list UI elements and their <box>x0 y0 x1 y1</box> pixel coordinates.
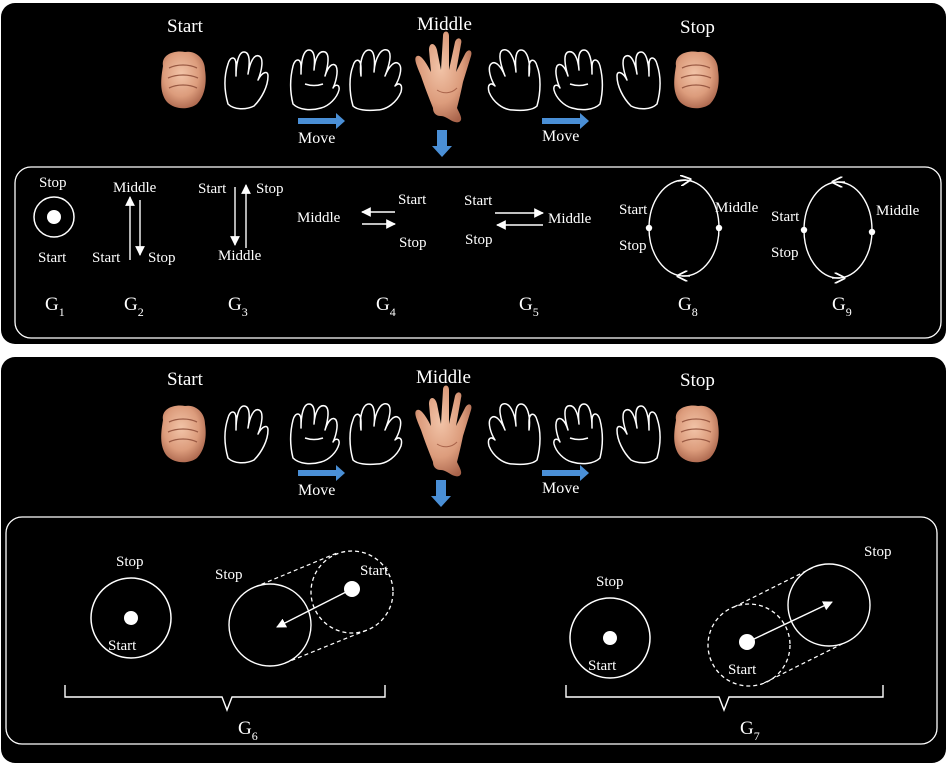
svg-text:G9: G9 <box>832 294 852 319</box>
g5-start-label: Start <box>464 193 493 209</box>
g9-sub: 9 <box>846 305 852 319</box>
g4-middle-label: Middle <box>297 210 341 226</box>
svg-text:G4: G4 <box>376 294 396 319</box>
g2-start-label: Start <box>92 250 121 266</box>
gesture-g8: Start Stop Middle G8 <box>619 180 759 319</box>
svg-text:G3: G3 <box>228 294 248 319</box>
gesture-g2: Middle Start Stop G2 <box>92 180 176 319</box>
g4-start-label: Start <box>398 192 427 208</box>
gesture-g6: Stop Start Stop Start G6 <box>64 550 394 743</box>
g3-stop-label: Stop <box>256 181 284 197</box>
svg-text:G5: G5 <box>519 294 539 319</box>
g6-circle-start-label: Start <box>108 638 137 654</box>
top-panel <box>1 3 946 344</box>
g2-sub: 2 <box>138 305 144 319</box>
g9-label: G <box>832 294 846 315</box>
g4-stop-label: Stop <box>399 235 427 251</box>
move-label: Move <box>298 482 335 499</box>
g7-cyl-stop-label: Stop <box>864 544 892 560</box>
move-arrow-icon <box>298 113 345 129</box>
g9-middle-label: Middle <box>876 203 920 219</box>
g3-middle-label: Middle <box>218 248 262 264</box>
move-arrow-icon <box>298 465 345 481</box>
g8-middle-label: Middle <box>715 200 759 216</box>
fist-start-icon <box>160 50 207 109</box>
bottom-hand-sequence: Start Middle Stop Move Move <box>160 367 720 507</box>
svg-text:G6: G6 <box>238 718 258 743</box>
g3-sub: 3 <box>242 305 248 319</box>
g2-stop-label: Stop <box>148 250 176 266</box>
g6-circle-stop-label: Stop <box>116 554 144 570</box>
seq-start-label: Start <box>167 369 204 390</box>
svg-text:G2: G2 <box>124 294 144 319</box>
g7-circle-stop-label: Stop <box>596 574 624 590</box>
g7-cyl-start-label: Start <box>728 662 757 678</box>
svg-text:G1: G1 <box>45 294 65 319</box>
seq-stop-label: Stop <box>680 17 715 38</box>
g7-sub: 7 <box>754 729 760 743</box>
move-label: Move <box>542 480 579 497</box>
g5-label: G <box>519 294 533 315</box>
move-label: Move <box>298 130 335 147</box>
move-arrow-icon <box>542 113 589 129</box>
g6-sub: 6 <box>252 729 258 743</box>
seq-middle-label: Middle <box>417 14 472 35</box>
top-gesture-box <box>14 166 942 339</box>
gesture-g9: Start Stop Middle G9 <box>771 182 920 319</box>
bottom-gesture-box <box>5 516 938 745</box>
g2-middle-label: Middle <box>113 180 157 196</box>
g4-sub: 4 <box>390 305 396 319</box>
g6-cyl-start-label: Start <box>360 563 389 579</box>
seq-middle-label: Middle <box>416 367 471 388</box>
g1-stop-label: Stop <box>39 175 67 191</box>
g4-label: G <box>376 294 390 315</box>
svg-text:G8: G8 <box>678 294 698 319</box>
g5-sub: 5 <box>533 305 539 319</box>
g7-circle-start-label: Start <box>588 658 617 674</box>
bottom-panel <box>1 357 946 763</box>
g7-label: G <box>740 718 754 739</box>
g5-middle-label: Middle <box>548 211 592 227</box>
g8-stop-label: Stop <box>619 238 647 254</box>
gesture-g1: Stop Start G1 <box>33 175 75 319</box>
top-hand-sequence: Start Middle Stop Move Move <box>160 14 720 157</box>
g3-start-label: Start <box>198 181 227 197</box>
g2-label: G <box>124 294 138 315</box>
gesture-g7: Stop Start Start Stop G7 <box>565 544 892 743</box>
gesture-g4: Middle Start Stop G4 <box>297 192 427 319</box>
g5-stop-label: Stop <box>465 232 493 248</box>
g3-label: G <box>228 294 242 315</box>
fist-start-icon <box>160 404 207 463</box>
g6-cyl-stop-label: Stop <box>215 567 243 583</box>
fist-stop-icon <box>673 404 720 463</box>
g9-stop-label: Stop <box>771 245 799 261</box>
g8-label: G <box>678 294 692 315</box>
g6-label: G <box>238 718 252 739</box>
g1-start-label: Start <box>38 250 67 266</box>
fist-stop-icon <box>673 50 720 109</box>
g9-start-label: Start <box>771 209 800 225</box>
down-arrow-icon <box>431 480 451 507</box>
gesture-g3: Start Stop Middle G3 <box>198 181 284 319</box>
g8-sub: 8 <box>692 305 698 319</box>
down-arrow-icon <box>432 130 452 157</box>
move-arrow-icon <box>542 465 589 481</box>
move-label: Move <box>542 128 579 145</box>
seq-start-label: Start <box>167 16 204 37</box>
g8-start-label: Start <box>619 202 648 218</box>
g1-sub: 1 <box>59 305 65 319</box>
seq-stop-label: Stop <box>680 370 715 391</box>
svg-text:G7: G7 <box>740 718 760 743</box>
gesture-g5: Start Middle Stop G5 <box>464 193 592 319</box>
g1-label: G <box>45 294 59 315</box>
